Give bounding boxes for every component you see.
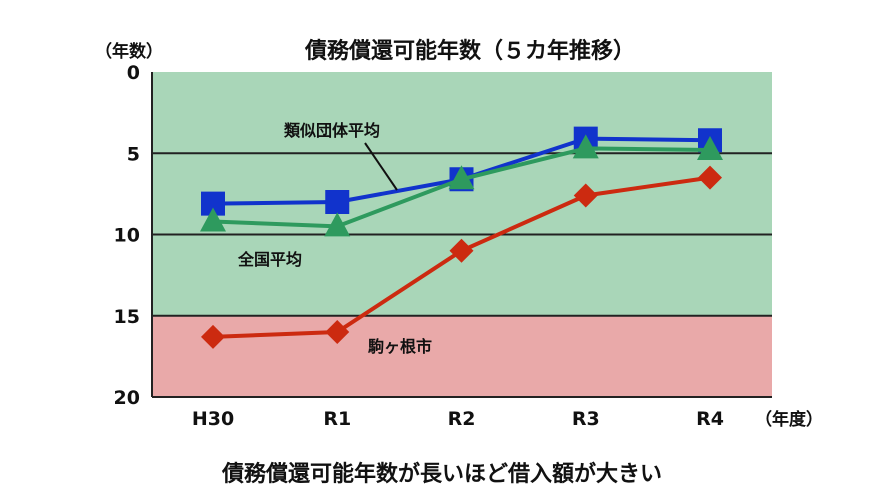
marker-diamond	[698, 165, 722, 190]
marker-triangle	[697, 136, 723, 160]
axes: 0 5 10 15 20 H30 R1 R2 R3 R4	[114, 62, 772, 430]
gridlines	[152, 152, 772, 317]
chart-title: 債務償還可能年数（５カ年推移）	[304, 38, 635, 64]
annotation-national-avg: 全国平均	[237, 250, 302, 269]
marker-diamond	[325, 320, 350, 344]
x-tick-label: R2	[448, 408, 476, 430]
x-tick-label: H30	[192, 408, 234, 430]
caption: 債務償還可能年数が長いほど借入額が大きい	[221, 461, 662, 487]
y-tick-label: 5	[127, 143, 140, 165]
marker-triangle	[572, 134, 599, 159]
y-tick-label: 0	[127, 62, 140, 84]
annotation-similar-avg: 類似団体平均	[283, 121, 380, 140]
background-bands	[152, 72, 772, 397]
x-tick-label: R3	[572, 408, 600, 430]
marker-triangle	[200, 207, 226, 232]
marker-triangle	[448, 165, 475, 190]
y-tick-label: 20	[114, 387, 140, 409]
x-axis-label: （年度）	[755, 409, 823, 430]
annotation-leader-line	[364, 142, 398, 191]
y-axis-label: （年数）	[95, 41, 163, 62]
marker-diamond	[449, 238, 474, 263]
marker-triangle	[324, 212, 351, 237]
x-tick-label: R4	[696, 408, 724, 430]
y-tick-label: 10	[114, 225, 140, 247]
y-tick-label: 15	[114, 306, 140, 328]
band-1	[152, 315, 772, 397]
marker-diamond	[573, 183, 598, 208]
annotation-komagane: 駒ヶ根市	[368, 337, 432, 356]
band-0	[152, 72, 772, 316]
series-group	[200, 126, 723, 349]
marker-diamond	[201, 324, 225, 349]
marker-square	[325, 190, 350, 214]
x-tick-label: R1	[323, 408, 351, 430]
